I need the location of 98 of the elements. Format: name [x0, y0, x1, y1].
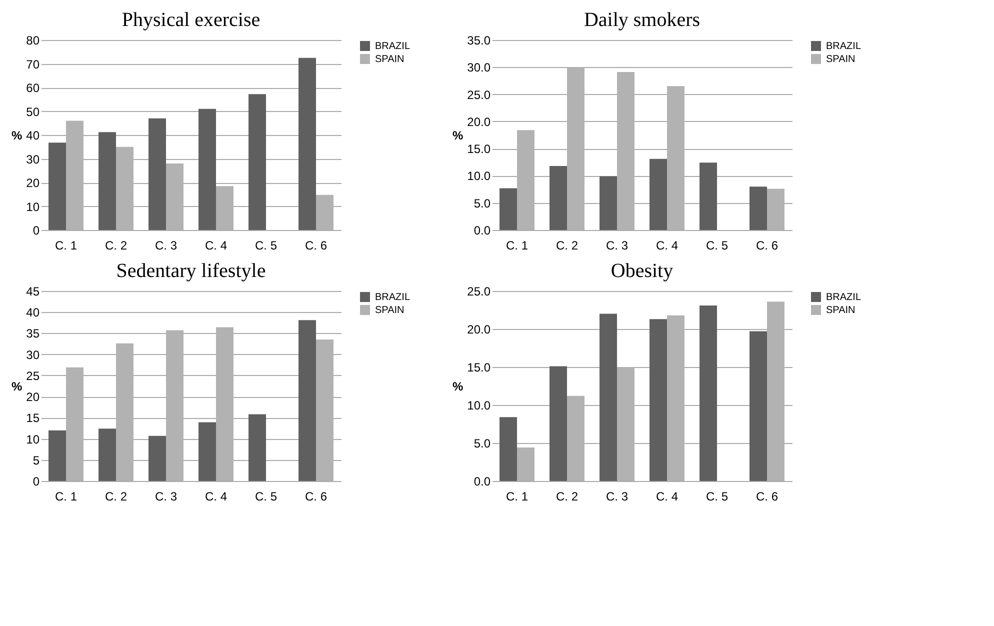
y-tick-label: 10	[26, 200, 40, 214]
y-tick-label: 30	[26, 348, 40, 362]
legend-label: BRAZIL	[375, 41, 410, 52]
bar	[98, 428, 116, 481]
y-tick-label: 15.0	[467, 360, 491, 374]
y-tick-label: 35.0	[467, 34, 491, 48]
bar	[148, 436, 166, 481]
y-tick-label: 20.0	[467, 114, 491, 129]
bar	[700, 305, 717, 481]
x-tick-label: C. 4	[204, 490, 228, 504]
legend-label: BRAZIL	[375, 292, 410, 303]
legend-label: SPAIN	[375, 305, 404, 316]
y-tick-label: 30	[26, 152, 40, 166]
bar	[500, 417, 517, 481]
y-tick-label: 20	[26, 390, 40, 404]
x-tick-label: C. 5	[706, 238, 728, 252]
bar	[650, 319, 667, 481]
legend-label: BRAZIL	[826, 41, 862, 52]
x-tick-label: C. 5	[254, 238, 278, 252]
x-tick-label: C. 1	[506, 238, 528, 252]
x-tick-label: C. 3	[154, 490, 178, 504]
x-tick-label: C. 1	[506, 490, 528, 504]
bar	[700, 162, 717, 230]
y-tick-label: 10.0	[467, 169, 491, 184]
bar	[517, 448, 534, 481]
y-tick-label: 5.0	[474, 436, 491, 450]
legend-label: SPAIN	[826, 54, 856, 65]
legend-label: BRAZIL	[826, 292, 862, 303]
y-tick-label: 15	[26, 411, 40, 426]
chart-title: Sedentary lifestyle	[116, 260, 266, 282]
y-tick-label: 25	[26, 368, 40, 383]
y-tick-label: 0.0	[474, 224, 491, 238]
bar	[550, 366, 567, 481]
y-tick-label: 30.0	[467, 60, 491, 75]
y-axis-title: %	[11, 380, 22, 394]
x-tick-label: C. 2	[556, 490, 578, 504]
bar	[600, 176, 617, 230]
bar	[248, 94, 266, 230]
y-tick-label: 5	[32, 453, 40, 468]
x-tick-label: C. 4	[204, 238, 228, 252]
bar	[650, 158, 667, 230]
x-tick-label: C. 5	[254, 490, 278, 504]
y-tick-label: 10	[26, 432, 40, 446]
x-tick-label: C. 6	[756, 238, 778, 252]
x-tick-label: C. 1	[54, 490, 78, 504]
y-tick-label: 10.0	[467, 398, 491, 412]
bar	[198, 108, 216, 230]
y-tick-label: 60	[26, 81, 40, 95]
y-axis-title: %	[11, 128, 22, 142]
bar	[98, 132, 116, 230]
y-tick-label: 0.0	[474, 474, 491, 488]
x-tick-label: C. 3	[606, 238, 628, 252]
y-axis-title: %	[452, 380, 464, 394]
x-tick-label: C. 2	[104, 490, 128, 504]
y-tick-label: 40	[26, 306, 40, 320]
x-tick-label: C. 5	[706, 490, 728, 504]
x-tick-label: C. 3	[154, 238, 178, 252]
y-tick-label: 5.0	[474, 196, 491, 210]
bar	[600, 314, 617, 481]
bar	[550, 166, 567, 230]
x-tick-label: C. 6	[304, 490, 328, 504]
y-tick-label: 25.0	[467, 284, 491, 298]
y-tick-label: 0	[32, 474, 40, 488]
y-tick-label: 80	[26, 34, 40, 48]
chart-title: Daily smokers	[584, 9, 700, 31]
x-tick-label: C. 4	[656, 490, 678, 504]
x-tick-label: C. 6	[756, 490, 778, 504]
bar	[148, 118, 166, 230]
y-tick-label: 40	[26, 128, 40, 142]
bar	[750, 186, 767, 230]
chart-title: Physical exercise	[122, 9, 260, 31]
bar	[298, 58, 316, 230]
x-tick-label: C. 4	[656, 238, 678, 252]
y-axis-title: %	[452, 128, 464, 142]
x-tick-label: C. 2	[104, 238, 128, 252]
bar	[198, 422, 216, 481]
bar	[298, 320, 316, 481]
y-tick-label: 15.0	[467, 142, 491, 156]
legend-label: SPAIN	[826, 305, 856, 316]
y-tick-label: 50	[26, 104, 40, 119]
y-tick-label: 25.0	[467, 88, 491, 102]
x-tick-label: C. 6	[304, 238, 328, 252]
x-tick-label: C. 2	[556, 238, 578, 252]
x-tick-label: C. 1	[54, 238, 78, 252]
bar	[48, 142, 66, 230]
bar	[500, 188, 517, 230]
y-tick-label: 35	[26, 326, 40, 341]
x-tick-label: C. 3	[606, 490, 628, 504]
chart-title: Obesity	[610, 260, 674, 282]
bar	[750, 331, 767, 481]
y-tick-label: 45	[26, 284, 40, 298]
y-tick-label: 20	[26, 176, 40, 190]
bar	[248, 414, 266, 481]
legend-label: SPAIN	[375, 54, 404, 65]
y-tick-label: 20.0	[467, 322, 491, 336]
y-tick-label: 0	[32, 224, 40, 238]
y-tick-label: 70	[26, 57, 40, 72]
bar	[48, 430, 66, 481]
